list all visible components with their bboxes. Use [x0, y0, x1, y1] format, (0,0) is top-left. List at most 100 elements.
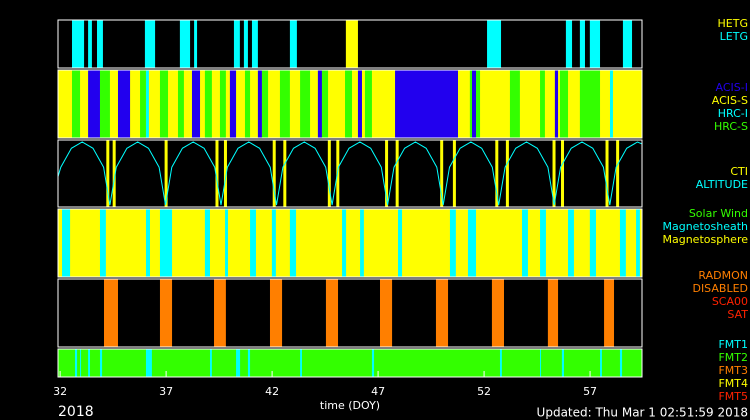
year: 2018 — [58, 404, 94, 420]
interval — [194, 20, 198, 68]
interval — [257, 70, 262, 138]
legend-label: ACIS-I — [716, 81, 748, 94]
legend-label: SCA00 — [712, 295, 748, 308]
interval — [565, 20, 573, 68]
interval — [435, 279, 449, 347]
legend-label: DISABLED — [692, 282, 748, 295]
interval — [499, 349, 502, 377]
interval — [247, 349, 251, 377]
interval — [219, 70, 226, 138]
legend-label: LETG — [720, 30, 748, 43]
interval — [467, 209, 477, 277]
event-bar — [327, 140, 331, 207]
interval — [145, 70, 149, 138]
interval — [99, 70, 110, 138]
event-bar — [605, 140, 609, 207]
interval — [371, 349, 375, 377]
interval — [579, 20, 585, 68]
interval — [619, 209, 626, 277]
interval — [204, 70, 212, 138]
interval — [88, 20, 92, 68]
interval — [279, 70, 290, 138]
interval — [117, 70, 131, 138]
interval — [554, 70, 559, 138]
interval — [540, 349, 542, 377]
interval — [345, 20, 358, 68]
interval — [233, 20, 240, 68]
interval — [99, 209, 106, 277]
legend-label: ACIS-S — [712, 94, 748, 107]
interval — [357, 70, 362, 138]
interval — [80, 349, 82, 377]
interval — [58, 349, 642, 377]
event-bar — [385, 140, 389, 207]
interval — [487, 20, 502, 68]
event-bar — [112, 140, 116, 207]
x-tick-label: 42 — [265, 385, 279, 398]
legend-label: CTI — [730, 165, 748, 178]
interval — [243, 20, 248, 68]
updated: Updated: Thu Mar 1 02:51:59 2018 — [537, 406, 748, 420]
interval — [540, 70, 545, 138]
panel-frame — [57, 208, 643, 278]
interval — [547, 279, 559, 347]
legend-label: FMT1 — [718, 338, 748, 351]
panel-frame — [57, 19, 643, 69]
interval — [204, 209, 210, 277]
interval — [214, 279, 226, 347]
event-bar — [106, 140, 110, 207]
interval — [88, 70, 100, 138]
interval — [600, 349, 602, 377]
interval — [604, 279, 615, 347]
panel-frame — [57, 278, 643, 348]
interval — [300, 70, 311, 138]
interval — [209, 349, 212, 377]
x-tick-label: 32 — [53, 385, 67, 398]
legend-label: SAT — [727, 308, 748, 321]
interval — [619, 349, 623, 377]
interval — [99, 349, 103, 377]
x-tick-label: 52 — [477, 385, 491, 398]
x-tick-label: 57 — [583, 385, 597, 398]
interval — [364, 70, 372, 138]
interval — [191, 70, 201, 138]
interval — [579, 70, 601, 138]
panel-frame — [57, 139, 643, 208]
interval — [300, 349, 302, 377]
event-bar — [223, 140, 227, 207]
interval — [360, 209, 364, 277]
legend-label: FMT3 — [718, 364, 748, 377]
interval — [236, 349, 241, 377]
interval — [159, 70, 169, 138]
legend-label: HRC-S — [714, 120, 748, 133]
interval — [229, 70, 237, 138]
panel-frame — [57, 348, 643, 378]
interval — [320, 70, 329, 138]
interval — [71, 70, 81, 138]
event-bar — [505, 140, 509, 207]
altitude-line — [57, 141, 643, 206]
interval — [97, 20, 103, 68]
interval — [159, 209, 173, 277]
interval — [345, 70, 353, 138]
interval — [342, 209, 347, 277]
interval — [609, 70, 613, 138]
interval — [74, 349, 78, 377]
legend-label: FMT4 — [718, 377, 748, 390]
interval — [271, 209, 276, 277]
legend-label: FMT5 — [718, 390, 748, 403]
legend-label: Solar Wind — [689, 207, 748, 220]
interval — [251, 20, 258, 68]
interval — [561, 349, 564, 377]
interval — [522, 209, 528, 277]
interval — [325, 279, 339, 347]
interval — [225, 209, 229, 277]
interval — [159, 279, 173, 347]
panel-frame — [57, 69, 643, 139]
interval — [269, 279, 283, 347]
interval — [636, 209, 640, 277]
interval — [559, 70, 569, 138]
legend-label: Magnetosphere — [663, 233, 749, 246]
event-bar — [561, 140, 565, 207]
